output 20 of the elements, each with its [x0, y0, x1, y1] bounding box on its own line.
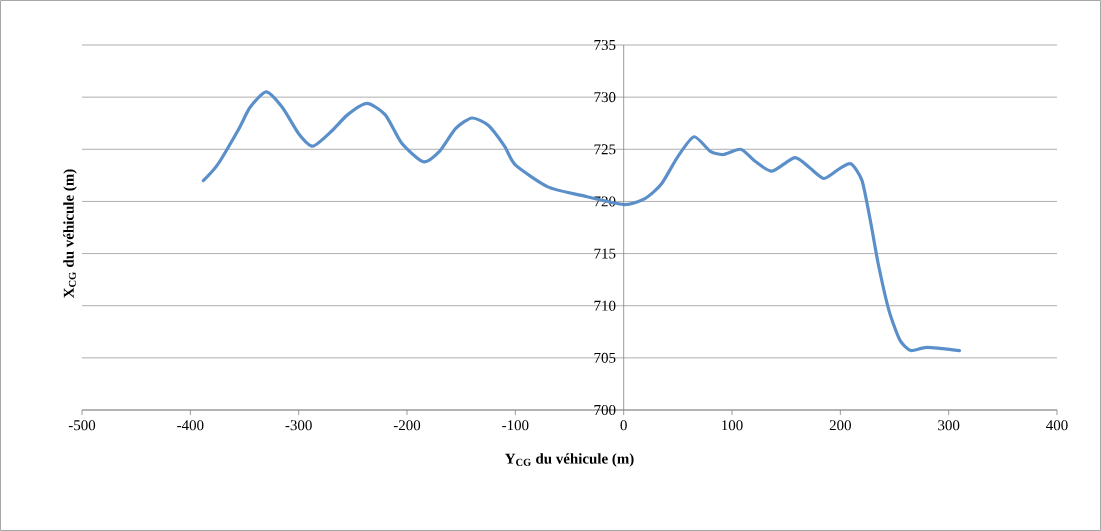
y-tick-label: 730 [594, 92, 616, 103]
y-tick-label: 700 [594, 404, 616, 416]
line-series [201, 90, 962, 353]
x-tick-label: -500 [68, 420, 96, 431]
y-tick-label: 725 [594, 144, 616, 155]
x-tick-label: 0 [620, 420, 627, 431]
x-tick-label: -100 [502, 420, 529, 431]
y-axis-title: X$_{CG}$ du véhicule (m) [63, 169, 77, 298]
x-tick-label: -200 [393, 420, 421, 431]
y-tick-label: 715 [594, 248, 616, 259]
x-tick-label: 400 [1046, 420, 1068, 431]
x-axis-title: Y$_{CG}$ du véhicule (m) [505, 453, 634, 467]
x-tick-label: -300 [285, 420, 312, 431]
x-tick-label: 100 [722, 420, 743, 431]
y-tick-label: 710 [594, 300, 616, 311]
y-tick-label: 735 [594, 39, 616, 51]
x-tick-label: 300 [938, 420, 960, 431]
y-tick-label: 705 [594, 352, 616, 363]
x-tick-label: 200 [829, 420, 851, 431]
x-tick-label: -400 [177, 420, 204, 431]
